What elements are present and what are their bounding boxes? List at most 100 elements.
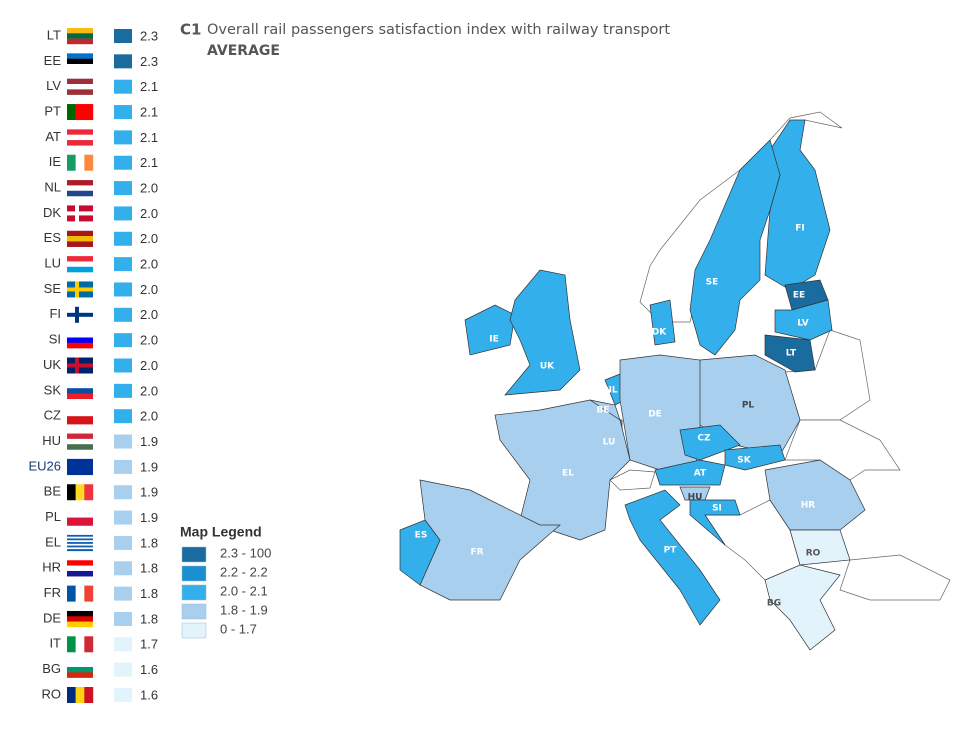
region-label: CZ: [697, 434, 711, 444]
region-label: LU: [603, 438, 616, 448]
legend-swatch: [181, 584, 207, 601]
value-label: 1.8: [140, 561, 158, 576]
value-label: 2.0: [140, 358, 158, 373]
value-swatch: [114, 206, 132, 221]
legend-label: 2.2 - 2.2: [220, 564, 268, 579]
flag-stripe: [67, 332, 93, 338]
region-label: EE: [793, 291, 805, 301]
flag-stripe: [75, 687, 85, 703]
flag-stripe: [67, 666, 93, 673]
region: [679, 424, 741, 461]
flag-stripe: [67, 636, 76, 653]
value-label: 2.3: [140, 28, 158, 43]
value-label: 1.9: [140, 510, 158, 525]
country-code: SI: [49, 332, 61, 347]
flag-stripe: [67, 438, 93, 445]
flag-stripe: [67, 547, 93, 550]
region: [689, 499, 741, 546]
flag-stripe: [67, 129, 93, 135]
region-label: PL: [742, 401, 755, 411]
flag-stripe: [67, 134, 93, 141]
flag-stripe: [67, 616, 93, 622]
country-code: FR: [44, 585, 61, 600]
value-swatch: [114, 637, 132, 652]
flag-stripe: [67, 621, 93, 628]
value-swatch: [114, 79, 132, 94]
country-code: PT: [44, 103, 61, 118]
region-label: SK: [737, 456, 751, 466]
flag-stripe: [84, 585, 94, 602]
flag-stripe: [67, 230, 93, 237]
value-label: 2.3: [140, 54, 158, 69]
country-code: HU: [42, 433, 61, 448]
region: [654, 459, 726, 486]
country-code: RO: [42, 686, 62, 701]
flag-stripe: [67, 241, 93, 247]
flag-stripe: [67, 560, 93, 566]
value-label: 2.1: [140, 130, 158, 145]
region-label: RO: [806, 549, 821, 559]
value-label: 2.0: [140, 282, 158, 297]
region-label: DE: [648, 410, 662, 420]
value-label: 2.0: [140, 307, 158, 322]
region: [464, 304, 516, 356]
value-swatch: [114, 307, 132, 322]
flag-stripe: [67, 534, 93, 537]
value-label: 1.8: [140, 611, 158, 626]
value-label: 2.1: [140, 104, 158, 119]
region-label: SE: [706, 278, 719, 288]
flag-stripe: [84, 104, 94, 121]
value-swatch: [114, 231, 132, 246]
value-swatch: [114, 155, 132, 170]
flag-stripe: [67, 78, 93, 85]
region: [494, 399, 631, 541]
region-label: BE: [596, 406, 609, 416]
region: [504, 269, 581, 396]
region-label: ES: [415, 531, 428, 541]
flag-stripe: [67, 28, 93, 34]
country-code: SK: [44, 382, 62, 397]
flag-stripe: [67, 393, 93, 400]
flag-stripe: [67, 180, 93, 186]
value-swatch: [114, 29, 132, 43]
flag-stripe: [67, 154, 76, 171]
value-label: 1.9: [140, 434, 158, 449]
value-swatch: [114, 54, 132, 69]
flag-stripe: [67, 84, 93, 90]
flag-stripe: [75, 636, 85, 653]
region-label: AT: [694, 469, 707, 479]
value-swatch: [114, 282, 132, 297]
value-swatch: [114, 333, 132, 348]
country-code: BG: [42, 661, 61, 676]
legend-swatch: [181, 546, 207, 563]
chart-subtitle: AVERAGE: [207, 43, 280, 59]
country-code: EE: [44, 53, 62, 68]
flag-stripe: [67, 382, 93, 389]
flag-stripe: [67, 536, 93, 539]
country-code: EL: [45, 534, 61, 549]
country-code: CZ: [44, 408, 61, 423]
country-code: NL: [44, 180, 61, 195]
country-code: FI: [49, 306, 61, 321]
region: [764, 459, 866, 531]
flag-stripe: [67, 610, 93, 617]
value-label: 2.0: [140, 409, 158, 424]
value-swatch: [114, 688, 132, 702]
flag-stripe: [84, 484, 94, 501]
legend-swatch: [181, 603, 207, 620]
legend-title: Map Legend: [180, 524, 262, 540]
flag-stripe: [67, 433, 93, 440]
country-code: UK: [43, 357, 61, 372]
flag-stripe: [67, 545, 93, 548]
flag-stripe: [67, 388, 93, 394]
flag-stripe: [67, 416, 93, 425]
country-code: IT: [49, 636, 61, 651]
value-label: 1.7: [140, 637, 158, 652]
region-label: BG: [767, 599, 781, 609]
value-label: 1.8: [140, 586, 158, 601]
country-code: EU26: [28, 458, 61, 473]
value-swatch: [114, 485, 132, 500]
flag-stripe: [75, 154, 85, 171]
region-label: HU: [688, 493, 703, 503]
